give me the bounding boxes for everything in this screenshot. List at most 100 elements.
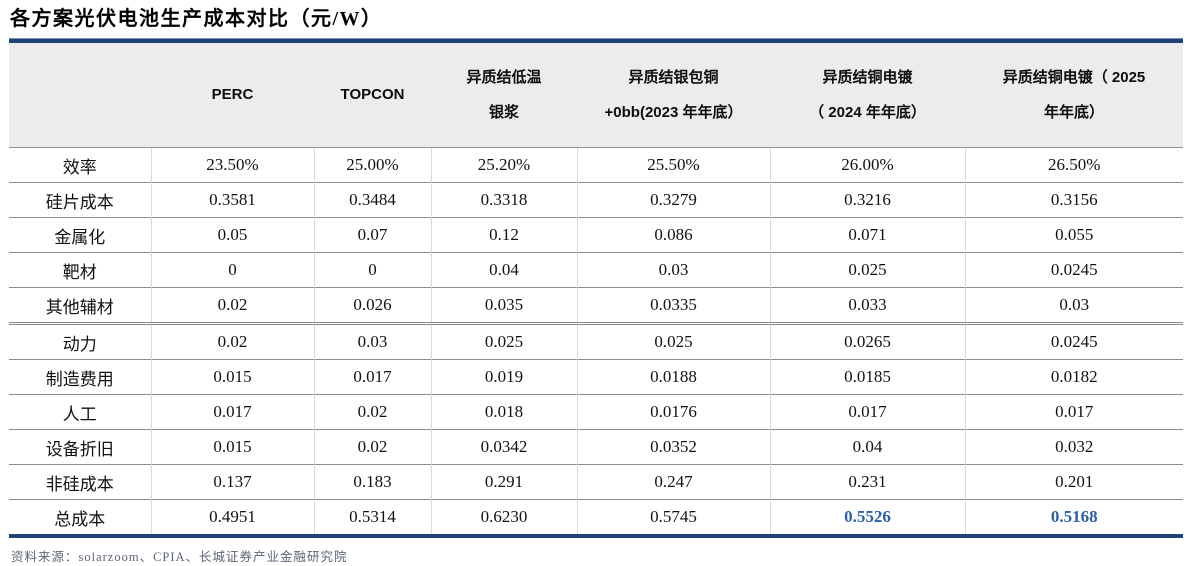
cell-value: 25.50%	[576, 147, 770, 183]
cell-value: 0.03	[313, 322, 431, 360]
cell-value: 0.291	[430, 464, 577, 500]
column-header: PERC	[151, 43, 314, 148]
cell-value: 0.017	[313, 359, 431, 395]
cell-value: 0.0245	[964, 252, 1183, 288]
cell-value: 0.3581	[150, 182, 314, 218]
cell-value: 0.07	[313, 217, 431, 253]
cost-comparison-table: PERC TOPCON 异质结低温 银浆 异质结银包铜 +0bb(2023 年年底） 异质结…	[9, 43, 1183, 538]
cell-value: 0.086	[576, 217, 770, 253]
source-note: 资料来源：solarzoom、CPIA、长城证券产业金融研究院	[11, 550, 348, 564]
cell-value: 0.071	[769, 217, 965, 253]
cell-value: 0.5168	[964, 499, 1183, 536]
cell-value: 0.03	[964, 287, 1183, 324]
table-row: 设备折旧 0.015 0.02 0.0342 0.0352 0.04 0.032	[9, 429, 1183, 465]
cell-value: 0	[313, 252, 431, 288]
cell-value: 0.0265	[769, 322, 965, 360]
column-header: 异质结低温 银浆	[431, 43, 577, 148]
column-header: 异质结银包铜 +0bb(2023 年年底）	[577, 43, 770, 148]
table-row: 其他辅材 0.02 0.026 0.035 0.0335 0.033 0.03	[9, 287, 1183, 324]
cell-value: 0.201	[964, 464, 1183, 500]
table-row: 靶材 0 0 0.04 0.03 0.025 0.0245	[9, 252, 1183, 288]
table-row: 动力 0.02 0.03 0.025 0.025 0.0265 0.0245	[9, 322, 1183, 360]
cell-value: 0.017	[769, 394, 965, 430]
row-label: 制造费用	[9, 359, 151, 395]
cell-value: 0.03	[576, 252, 770, 288]
cell-value: 0.026	[313, 287, 431, 324]
cell-value: 0.3318	[430, 182, 577, 218]
table-row: 总成本 0.4951 0.5314 0.6230 0.5745 0.5526 0.5168	[9, 499, 1183, 536]
cell-value: 0.015	[150, 359, 314, 395]
cell-value: 0.3279	[576, 182, 770, 218]
table-row: 非硅成本 0.137 0.183 0.291 0.247 0.231 0.201	[9, 464, 1183, 500]
cell-value: 0.035	[430, 287, 577, 324]
row-label: 动力	[9, 322, 151, 360]
cell-value: 0.5314	[313, 499, 431, 536]
cell-value: 0.12	[430, 217, 577, 253]
column-header-line: 异质结铜电镀	[822, 69, 913, 87]
row-label: 设备折旧	[9, 429, 151, 465]
cell-value: 0.183	[313, 464, 431, 500]
cell-value: 0.0188	[576, 359, 770, 395]
cell-value: 26.00%	[769, 147, 965, 183]
cell-value: 0.05	[150, 217, 314, 253]
table-header-row: PERC TOPCON 异质结低温 银浆 异质结银包铜 +0bb(2023 年年底） 异质结…	[9, 43, 1183, 148]
cell-value: 0.02	[150, 287, 314, 324]
cell-value: 0.015	[150, 429, 314, 465]
cell-value: 0	[150, 252, 314, 288]
cell-value: 0.033	[769, 287, 965, 324]
cell-value: 23.50%	[150, 147, 314, 183]
cell-value: 0.017	[964, 394, 1183, 430]
column-header: 异质结铜电镀（ 2025 年年底）	[965, 43, 1183, 148]
table-row: 人工 0.017 0.02 0.018 0.0176 0.017 0.017	[9, 394, 1183, 430]
cell-value: 0.0245	[964, 322, 1183, 360]
column-header-line: 银浆	[488, 103, 519, 121]
cell-value: 25.20%	[430, 147, 577, 183]
cell-value: 0.02	[150, 322, 314, 360]
column-header-line: 异质结低温	[466, 69, 542, 87]
cell-value: 0.025	[769, 252, 965, 288]
cell-value: 0.247	[576, 464, 770, 500]
cell-value: 0.0185	[769, 359, 965, 395]
cell-value: 0.3156	[964, 182, 1183, 218]
cell-value: 26.50%	[964, 147, 1183, 183]
cell-value: 0.3216	[769, 182, 965, 218]
column-header: TOPCON	[314, 43, 431, 148]
cell-value: 0.017	[150, 394, 314, 430]
row-label: 金属化	[9, 217, 151, 253]
table-row: 硅片成本 0.3581 0.3484 0.3318 0.3279 0.3216 0.3156	[9, 182, 1183, 218]
cell-value: 0.6230	[430, 499, 577, 536]
cell-value: 0.231	[769, 464, 965, 500]
cell-value: 25.00%	[313, 147, 431, 183]
row-label: 其他辅材	[9, 287, 151, 324]
column-header-line: 异质结银包铜	[628, 69, 719, 87]
table-row: 制造费用 0.015 0.017 0.019 0.0188 0.0185 0.0182	[9, 359, 1183, 395]
cell-value: 0.0176	[576, 394, 770, 430]
row-label: 靶材	[9, 252, 151, 288]
row-label: 总成本	[9, 499, 151, 536]
cell-value: 0.5526	[769, 499, 965, 536]
row-label: 非硅成本	[9, 464, 151, 500]
cell-value: 0.019	[430, 359, 577, 395]
cell-value: 0.025	[430, 322, 577, 360]
cell-value: 0.0342	[430, 429, 577, 465]
cell-value: 0.032	[964, 429, 1183, 465]
title-divider-rule	[9, 38, 1183, 43]
cell-value: 0.018	[430, 394, 577, 430]
cell-value: 0.02	[313, 394, 431, 430]
cell-value: 0.04	[430, 252, 577, 288]
corner-cell	[9, 43, 151, 148]
table-row: 金属化 0.05 0.07 0.12 0.086 0.071 0.055	[9, 217, 1183, 253]
cell-value: 0.0182	[964, 359, 1183, 395]
cell-value: 0.5745	[576, 499, 770, 536]
column-header: 异质结铜电镀 （ 2024 年年底）	[770, 43, 965, 148]
column-header-line: 年年底）	[1043, 103, 1104, 121]
cell-value: 0.025	[576, 322, 770, 360]
table-row: 效率 23.50% 25.00% 25.20% 25.50% 26.00% 26.50%	[9, 147, 1183, 183]
cell-value: 0.0335	[576, 287, 770, 324]
cell-value: 0.3484	[313, 182, 431, 218]
table-title: 各方案光伏电池生产成本对比（元/W）	[10, 8, 383, 30]
cell-value: 0.0352	[576, 429, 770, 465]
row-label: 效率	[9, 147, 151, 183]
column-header-line: TOPCON	[340, 86, 405, 104]
